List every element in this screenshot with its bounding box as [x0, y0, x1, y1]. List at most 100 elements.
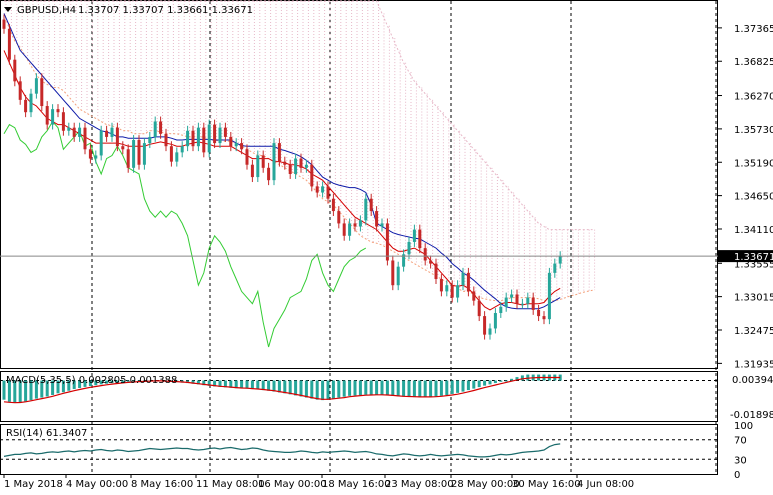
candle-body [537, 309, 541, 317]
macd-histogram-bar [499, 380, 503, 382]
symbol-dropdown-icon[interactable] [4, 7, 12, 12]
macd-histogram-bar [493, 380, 497, 384]
price-tick-label: 1.31935 [734, 359, 773, 370]
macd-histogram-bar [391, 380, 395, 396]
macd-histogram-bar [375, 380, 379, 395]
price-tick-label: 1.34650 [734, 192, 773, 203]
candle-body [105, 130, 109, 137]
time-tick-label: 16 May 00:00 [258, 479, 327, 490]
candle-body [456, 285, 460, 298]
candle-body [99, 130, 103, 156]
candle-body [223, 127, 227, 137]
candle-body [396, 266, 400, 286]
macd-histogram-bar [283, 380, 287, 394]
candle-body [520, 303, 524, 305]
candle-body [380, 223, 384, 227]
macd-histogram-bar [72, 380, 76, 390]
rsi-scale-label: 0 [734, 470, 740, 481]
time-tick-label: 4 May 00:00 [66, 479, 128, 490]
macd-histogram-bar [223, 380, 227, 388]
candle-body [375, 211, 379, 227]
macd-histogram-bar [126, 380, 130, 382]
macd-histogram-bar [353, 380, 357, 396]
candle-body [547, 272, 551, 320]
macd-histogram-bar [321, 380, 325, 401]
candle-body [94, 155, 98, 159]
macd-indicator [0, 374, 718, 404]
candle-body [213, 124, 217, 144]
candle-body [186, 130, 190, 147]
candle-body [175, 152, 179, 162]
candle-body [142, 143, 146, 165]
price-panel-frame [0, 0, 718, 369]
candle-body [40, 78, 44, 107]
candle-body [180, 146, 184, 153]
macd-histogram-bar [78, 380, 82, 388]
candle-body [24, 99, 28, 113]
macd-histogram-bar [412, 380, 416, 398]
macd-label: MACD(5,35,5) 0.002805 0.001388 [6, 375, 177, 386]
candle-body [256, 155, 260, 178]
macd-histogram-bar [88, 380, 92, 387]
candle-body [267, 167, 271, 181]
macd-histogram-bar [250, 380, 254, 390]
macd-scale-top: 0.003947 [732, 375, 773, 386]
ohlc-readout: 1.33707 1.33707 1.33661 1.33671 [78, 5, 253, 16]
macd-histogram-bar [110, 380, 114, 384]
macd-histogram-bar [13, 380, 17, 403]
price-tick-label: 1.36825 [734, 57, 773, 68]
senkou-span-a-line [3, 13, 593, 302]
macd-panel-frame [0, 371, 718, 422]
candle-body [67, 127, 71, 131]
macd-signal-line [3, 376, 561, 404]
macd-histogram-bar [526, 374, 530, 381]
rsi-label: RSI(14) 61.3407 [6, 428, 87, 439]
candle-body [169, 146, 173, 162]
macd-histogram-bar [240, 380, 244, 389]
macd-histogram-bar [213, 380, 217, 387]
macd-histogram-bar [56, 380, 60, 394]
macd-histogram-bar [380, 380, 384, 395]
candle-body [13, 59, 17, 82]
candle-body [369, 198, 373, 212]
macd-histogram-bar [51, 380, 55, 396]
candle-body [207, 124, 211, 153]
macd-histogram-bar [7, 380, 11, 402]
candle-body [510, 294, 514, 298]
candle-body [483, 316, 487, 335]
current-price-tag [718, 250, 773, 263]
candle-body [450, 285, 454, 298]
macd-histogram-bar [229, 380, 233, 388]
macd-histogram-bar [256, 380, 260, 390]
candle-body [29, 93, 33, 113]
macd-histogram-bar [202, 380, 206, 386]
macd-histogram-bar [434, 380, 438, 397]
candle-body [229, 136, 233, 147]
macd-histogram-bar [456, 380, 460, 393]
macd-histogram-bar [504, 380, 508, 382]
macd-histogram-bar [472, 380, 476, 389]
macd-histogram-bar [99, 380, 103, 385]
rsi-indicator: 100 70 30 0 [0, 421, 753, 481]
macd-histogram-bar [83, 380, 87, 387]
macd-histogram-bar [520, 375, 524, 381]
macd-histogram-bar [67, 380, 71, 391]
candle-body [45, 106, 49, 125]
candle-body [250, 164, 254, 178]
candle-body [88, 149, 92, 159]
macd-histogram-bar [267, 380, 271, 391]
candle-body [542, 316, 546, 320]
candle-body [7, 28, 11, 60]
candle-body [402, 254, 406, 267]
macd-histogram-bar [121, 380, 125, 383]
macd-histogram-bar [132, 380, 136, 382]
candle-body [115, 127, 119, 147]
candle-body [321, 186, 325, 193]
time-tick-label: 23 May 08:00 [385, 479, 454, 490]
candle-body [461, 272, 465, 286]
macd-histogram-bar [445, 380, 449, 396]
macd-histogram-bar [369, 380, 373, 395]
macd-histogram-bar [326, 380, 330, 400]
time-axis: 1 May 2018 4 May 00:00 8 May 16:00 11 May 0… [3, 474, 634, 490]
